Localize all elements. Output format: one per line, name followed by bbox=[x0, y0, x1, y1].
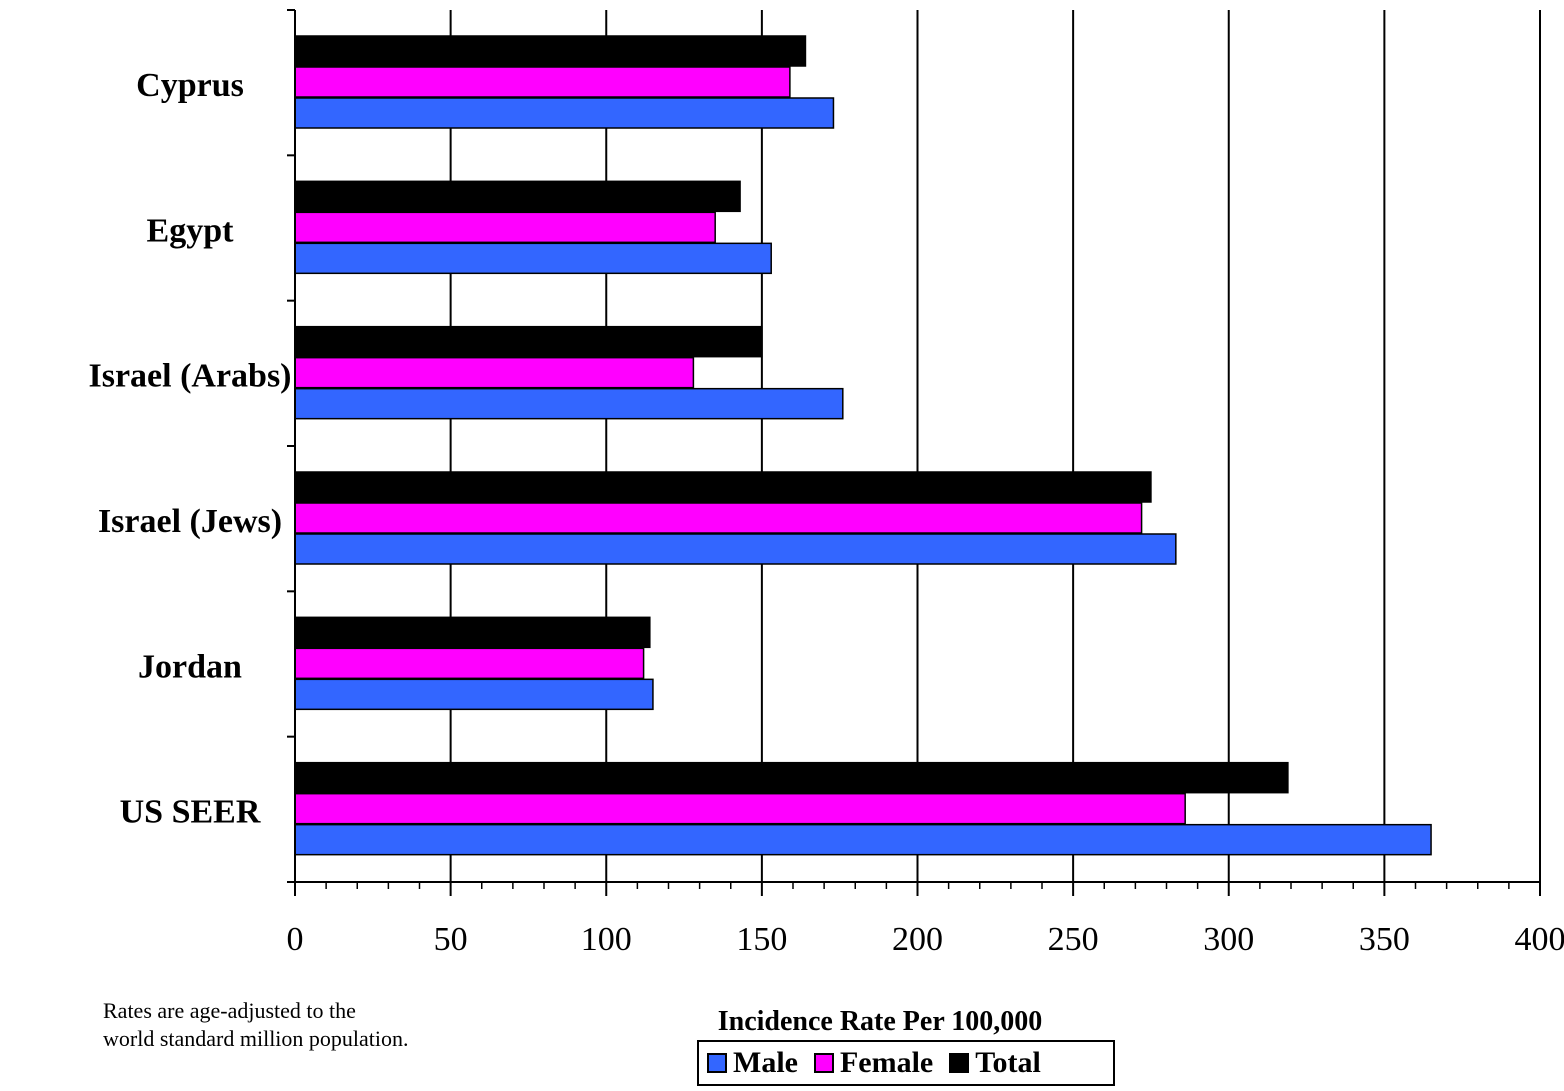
legend-swatch bbox=[813, 1053, 834, 1073]
x-tick-label: 100 bbox=[581, 921, 632, 958]
legend-item-male: Male bbox=[707, 1046, 798, 1080]
x-tick-label: 50 bbox=[434, 921, 468, 958]
bar-male-israel-arabs bbox=[294, 387, 844, 420]
category-label: Jordan bbox=[138, 648, 242, 685]
bar-total-cyprus bbox=[294, 35, 807, 67]
bar-female-israel-jews bbox=[294, 502, 1143, 534]
bar-male-israel-jews bbox=[294, 533, 1177, 565]
bar-female-jordan bbox=[294, 647, 645, 680]
category-label: Egypt bbox=[147, 212, 235, 249]
bar-male-cyprus bbox=[294, 97, 835, 129]
category-label: Israel (Jews) bbox=[98, 503, 282, 540]
x-tick-label: 250 bbox=[1048, 921, 1099, 958]
bar-total-jordan bbox=[294, 616, 651, 649]
legend-swatch bbox=[707, 1053, 727, 1073]
footnote: Rates are age-adjusted to the world stan… bbox=[103, 997, 409, 1053]
x-tick-label: 0 bbox=[287, 921, 304, 958]
footnote-line-2: world standard million population. bbox=[103, 1026, 409, 1051]
bar-total-israel-jews bbox=[294, 471, 1152, 503]
x-tick-label: 300 bbox=[1203, 921, 1254, 958]
bar-female-egypt bbox=[294, 211, 716, 244]
legend-swatch bbox=[949, 1053, 970, 1073]
axes bbox=[287, 9, 1541, 896]
bar-male-egypt bbox=[294, 242, 772, 275]
legend: Male Female Total bbox=[697, 1040, 1115, 1086]
category-label: US SEER bbox=[120, 794, 261, 831]
bar-total-us-seer bbox=[294, 761, 1289, 794]
category-label: Cyprus bbox=[136, 67, 244, 104]
bar-female-us-seer bbox=[294, 792, 1186, 825]
bar-male-us-seer bbox=[294, 823, 1432, 856]
category-labels: Cyprus Egypt Israel (Arabs) Israel (Jews) Jo… bbox=[88, 67, 291, 831]
x-tick-label: 150 bbox=[736, 921, 787, 958]
category-label: Israel (Arabs) bbox=[88, 358, 291, 395]
x-tick-label: 350 bbox=[1359, 921, 1410, 958]
x-tick-label: 400 bbox=[1515, 921, 1564, 958]
footnote-line-1: Rates are age-adjusted to the bbox=[103, 998, 356, 1023]
legend-item-female: Female bbox=[813, 1046, 934, 1080]
tick-labels: 0 50 100 150 200 250 300 350 400 bbox=[287, 921, 1564, 958]
bars bbox=[294, 35, 1432, 856]
legend-label: Male bbox=[733, 1046, 798, 1079]
x-tick-label: 200 bbox=[892, 921, 943, 958]
x-axis-label: Incidence Rate Per 100,000 bbox=[718, 1006, 1043, 1037]
legend-item-total: Total bbox=[949, 1046, 1041, 1080]
bar-female-cyprus bbox=[294, 66, 791, 98]
bar-male-jordan bbox=[294, 678, 654, 711]
legend-label: Total bbox=[975, 1046, 1041, 1079]
bar-total-israel-arabs bbox=[294, 325, 763, 358]
bar-female-israel-arabs bbox=[294, 356, 695, 389]
legend-label: Female bbox=[839, 1046, 934, 1079]
gridlines bbox=[449, 10, 1541, 882]
bar-total-egypt bbox=[294, 180, 741, 213]
